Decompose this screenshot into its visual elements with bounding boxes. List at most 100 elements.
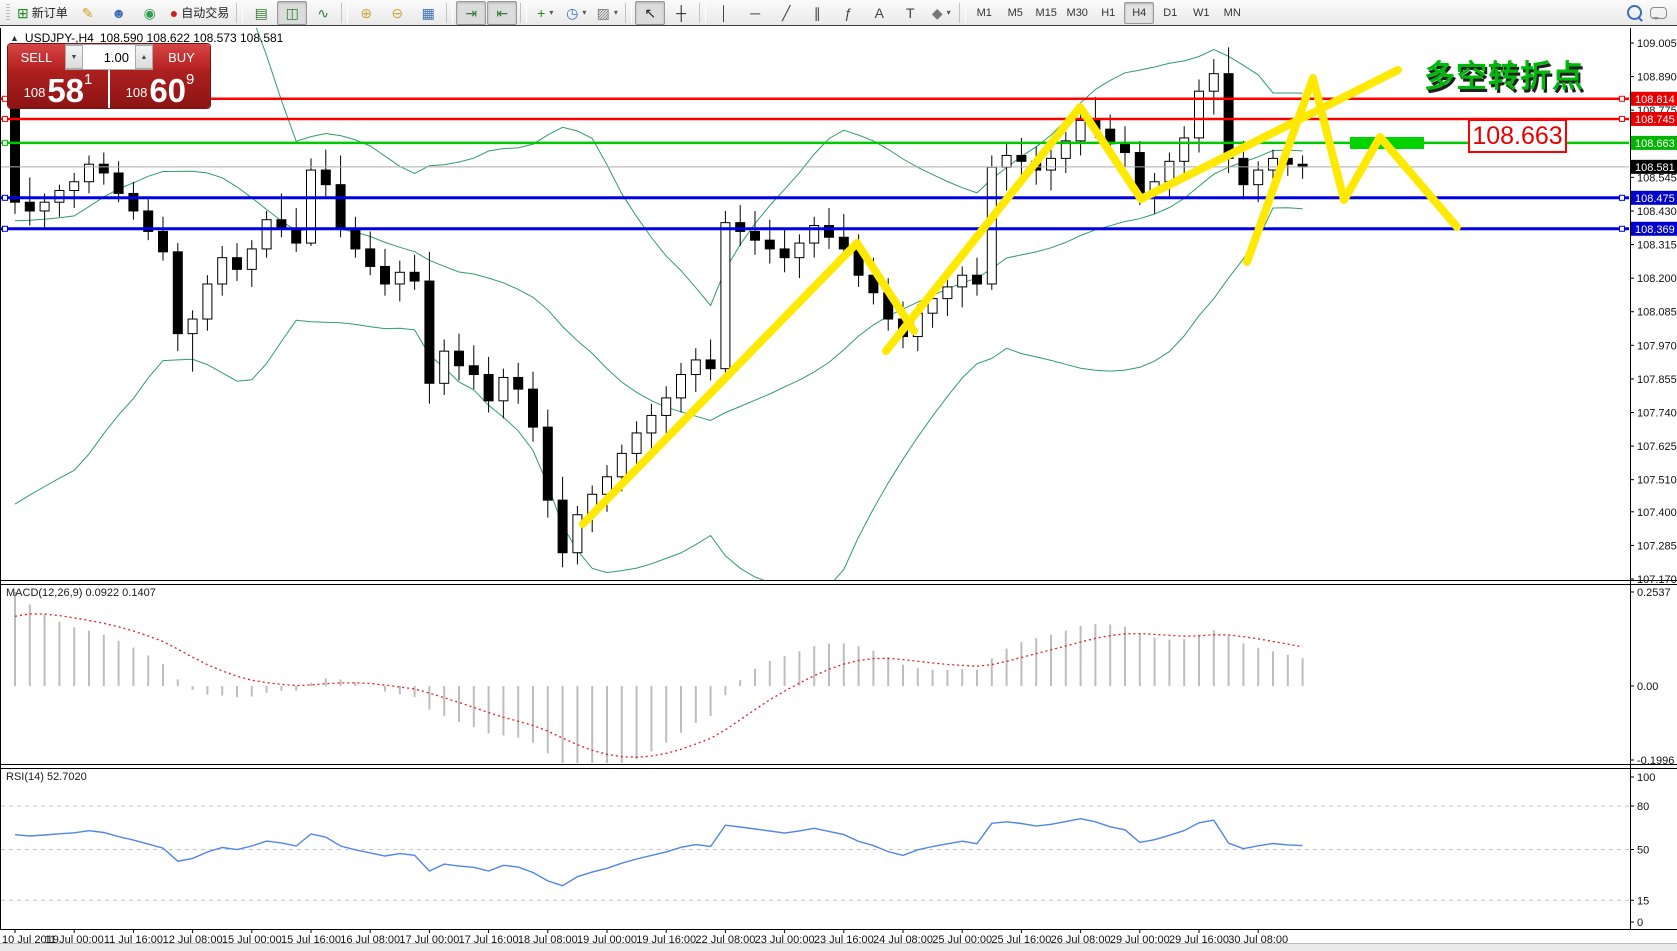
yellow-trend-annotation-2[interactable] — [882, 66, 1402, 355]
hline-handle[interactable] — [1619, 225, 1625, 232]
hline-handle[interactable] — [2, 225, 8, 232]
price-tick-label: 107.740 — [1637, 408, 1677, 420]
line-chart-button[interactable]: ∿ — [308, 1, 338, 25]
bar-chart-button[interactable]: ▤ — [246, 1, 276, 25]
candles-layer — [10, 45, 1308, 568]
candle-bullish — [616, 452, 627, 478]
buy-price-sup: 9 — [186, 71, 195, 88]
bollinger-upper-band[interactable] — [15, 0, 1303, 307]
highlighter-button[interactable]: ✎ — [73, 1, 103, 25]
candle-bearish — [557, 499, 568, 554]
bollinger-middle-band[interactable] — [14, 149, 1303, 422]
timeframe-m1-button[interactable]: M1 — [976, 6, 992, 19]
price-callout-box[interactable]: 108.663 — [1468, 119, 1567, 153]
vline-button[interactable]: │ — [709, 1, 739, 25]
candle-bearish — [350, 227, 361, 250]
yellow-trend-annotation-1[interactable] — [579, 239, 918, 528]
rsi-axis-label: 80 — [1637, 801, 1649, 813]
timeframe-m30-button[interactable]: M30 — [1066, 6, 1088, 19]
candle-chart-button[interactable]: ◫ — [277, 0, 308, 25]
tile-windows-icon: ▦ — [421, 4, 435, 21]
timeframe-mn-button[interactable]: MN — [1223, 6, 1241, 19]
volume-down-button[interactable]: ▼ — [65, 45, 83, 69]
candle-bearish — [1120, 143, 1130, 154]
hline-handle[interactable] — [2, 95, 8, 102]
timeframe-h1-button[interactable]: H1 — [1101, 6, 1116, 19]
tile-windows-button[interactable]: ▦ — [413, 1, 443, 25]
main-chart-layer[interactable] — [1, 0, 1630, 590]
candle-bullish — [1179, 137, 1190, 162]
hline-handle[interactable] — [2, 115, 8, 122]
yellow-trend-annotation-3[interactable] — [1243, 74, 1461, 266]
collapse-panel-icon[interactable]: ▲ — [10, 33, 19, 43]
chart-title: ▲ USDJPY-,H4 108.590 108.622 108.573 108… — [10, 31, 283, 45]
candle-bearish — [528, 388, 538, 428]
turning-point-annotation[interactable]: 多空转折点 — [1424, 59, 1584, 94]
cursor-button[interactable]: ↖ — [635, 0, 666, 25]
timeframe-h4-button[interactable]: H4 — [1124, 1, 1155, 24]
bollinger-lower-band[interactable] — [14, 207, 1303, 590]
new-order-button[interactable]: ⊞ 新订单 — [13, 1, 72, 25]
rsi-panel[interactable] — [1, 805, 1630, 901]
buy-price-button[interactable]: 108 60 9 — [110, 70, 210, 108]
candle-bullish — [676, 374, 686, 399]
candle-bullish — [306, 169, 316, 244]
candle-bullish — [957, 274, 968, 288]
hline-handle[interactable] — [2, 194, 8, 201]
window-bottom-strip — [0, 943, 1677, 951]
auto-scroll-icon: ⇥ — [465, 4, 478, 21]
rsi-axis-label: 50 — [1637, 845, 1649, 857]
candle-bullish — [187, 318, 198, 335]
candle-bearish — [824, 225, 834, 238]
autotrading-icon: ● — [169, 4, 179, 21]
hline-handle[interactable] — [1619, 194, 1625, 201]
candle-bearish — [143, 210, 154, 232]
autotrading-button[interactable]: ● 自动交易 — [166, 1, 233, 25]
sell-price-button[interactable]: 108 58 1 — [8, 70, 108, 108]
timeframe-w1-button[interactable]: W1 — [1192, 6, 1210, 19]
trendline-button[interactable]: ╱ — [771, 1, 801, 25]
chart-shift-icon: ⇤ — [496, 4, 509, 21]
candle-bullish — [498, 376, 509, 402]
sell-button[interactable]: SELL — [8, 44, 65, 70]
buy-price-big: 60 — [149, 71, 187, 108]
crosshair-button[interactable]: ┼ — [666, 1, 696, 25]
volume-input[interactable]: 1.00 — [83, 45, 135, 69]
timeframe-m5-button[interactable]: M5 — [1007, 6, 1023, 19]
candle-bullish — [1046, 157, 1056, 171]
signal-button[interactable]: ◉ — [135, 1, 165, 25]
chat-icon[interactable] — [1650, 6, 1667, 20]
indicators-button[interactable]: + ▾ — [530, 1, 560, 25]
periods-button[interactable]: ◷ ▾ — [561, 1, 591, 25]
macd-indicator-label: MACD(12,26,9) 0.0922 0.1407 — [6, 587, 156, 599]
fibonacci-icon: ƒ — [844, 4, 853, 21]
text-button[interactable]: A — [864, 1, 894, 25]
fibonacci-button[interactable]: ƒ — [833, 1, 863, 25]
hline-handle[interactable] — [1619, 115, 1625, 122]
price-tick-label: 108.315 — [1637, 240, 1677, 252]
buy-button[interactable]: BUY — [153, 44, 210, 70]
hline-handle[interactable] — [2, 139, 8, 146]
timeframe-m15-button[interactable]: M15 — [1035, 6, 1057, 19]
volume-up-button[interactable]: ▲ — [135, 45, 153, 69]
label-button[interactable]: T — [895, 1, 925, 25]
hline-button[interactable]: ─ — [740, 1, 770, 25]
hline-handle[interactable] — [1619, 95, 1625, 102]
macd-panel[interactable] — [14, 591, 1304, 773]
price-label-text: 108.745 — [1635, 114, 1675, 126]
template-icon: ▨ — [596, 4, 610, 21]
signal-icon: ◉ — [143, 4, 156, 21]
profile-button[interactable]: ☻ — [104, 1, 134, 25]
price-tick-label: 107.625 — [1637, 441, 1677, 453]
rsi-indicator-label: RSI(14) 52.7020 — [6, 771, 87, 783]
auto-scroll-button[interactable]: ⇥ — [456, 0, 487, 25]
channel-button[interactable]: ∥ — [802, 1, 832, 25]
shapes-button[interactable]: ◆ ▾ — [926, 1, 956, 25]
zoom-in-button[interactable]: ⊕ — [351, 1, 381, 25]
zoom-out-button[interactable]: ⊖ — [382, 1, 412, 25]
chart-shift-button[interactable]: ⇤ — [487, 0, 518, 25]
search-icon[interactable] — [1627, 5, 1642, 20]
timeframe-d1-button[interactable]: D1 — [1163, 6, 1178, 19]
template-button[interactable]: ▨ ▾ — [592, 1, 622, 25]
